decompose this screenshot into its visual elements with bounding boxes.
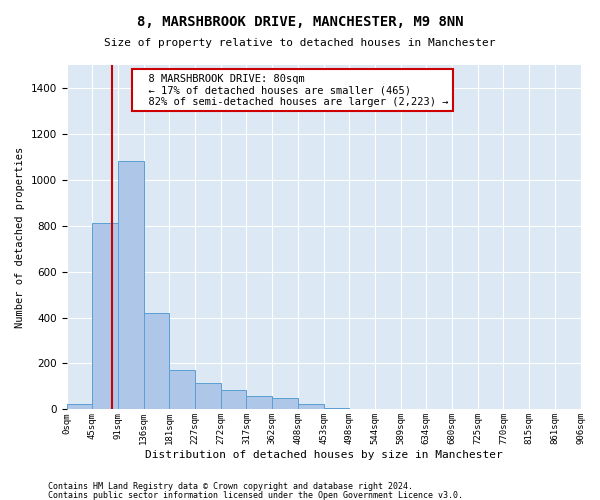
X-axis label: Distribution of detached houses by size in Manchester: Distribution of detached houses by size …: [145, 450, 502, 460]
Bar: [118, 162, 143, 410]
Bar: [143, 313, 169, 410]
Text: Contains HM Land Registry data © Crown copyright and database right 2024.: Contains HM Land Registry data © Crown c…: [48, 482, 413, 491]
Bar: [221, 390, 247, 409]
Bar: [323, 408, 349, 410]
Bar: [298, 404, 323, 409]
Text: Contains public sector information licensed under the Open Government Licence v3: Contains public sector information licen…: [48, 490, 463, 500]
Bar: [247, 396, 272, 409]
Text: 8 MARSHBROOK DRIVE: 80sqm
  ← 17% of detached houses are smaller (465)
  82% of : 8 MARSHBROOK DRIVE: 80sqm ← 17% of detac…: [136, 74, 448, 107]
Bar: [272, 398, 298, 409]
Y-axis label: Number of detached properties: Number of detached properties: [15, 146, 25, 328]
Bar: [92, 224, 118, 410]
Text: 8, MARSHBROOK DRIVE, MANCHESTER, M9 8NN: 8, MARSHBROOK DRIVE, MANCHESTER, M9 8NN: [137, 15, 463, 29]
Bar: [195, 383, 221, 409]
Bar: [169, 370, 195, 410]
Bar: [67, 404, 92, 409]
Text: Size of property relative to detached houses in Manchester: Size of property relative to detached ho…: [104, 38, 496, 48]
